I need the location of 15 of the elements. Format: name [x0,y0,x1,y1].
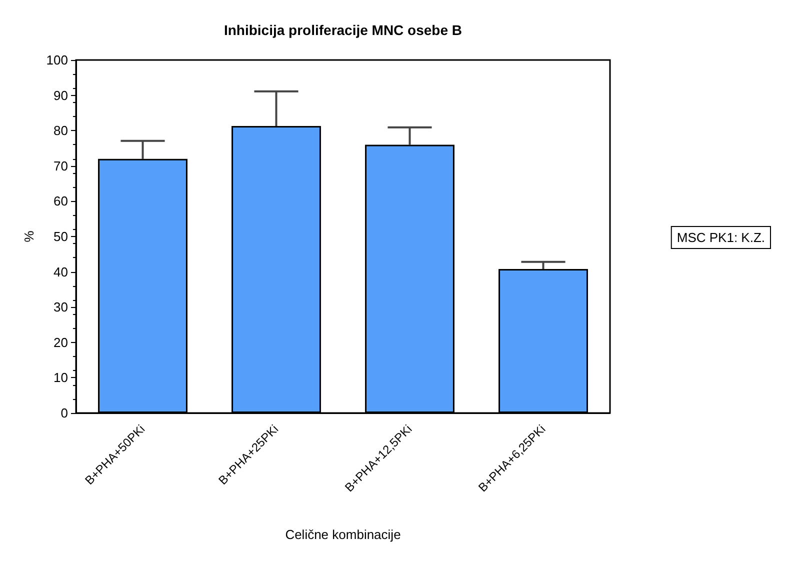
y-axis-title: % [21,230,36,242]
y-tick-label: 80 [54,123,68,138]
text: MSC PK1: K.Z. [676,230,766,245]
y-tick-label: 50 [54,229,68,244]
y-tick-label: 90 [54,88,68,103]
y-tick-label: 40 [54,264,68,280]
y-tick-label: 100 [46,52,68,68]
y-tick-label: 70 [54,158,68,174]
chart-title: Inhibicija proliferacije MNC osebe B [224,22,462,38]
y-tick-label: 20 [54,334,68,350]
x-axis-title: Celične kombinacije [285,527,401,542]
y-tick-label: 10 [54,370,68,386]
y-tick-label: 60 [54,194,68,209]
y-tick-label: 0 [60,406,68,420]
y-tick-label: 30 [54,300,68,315]
